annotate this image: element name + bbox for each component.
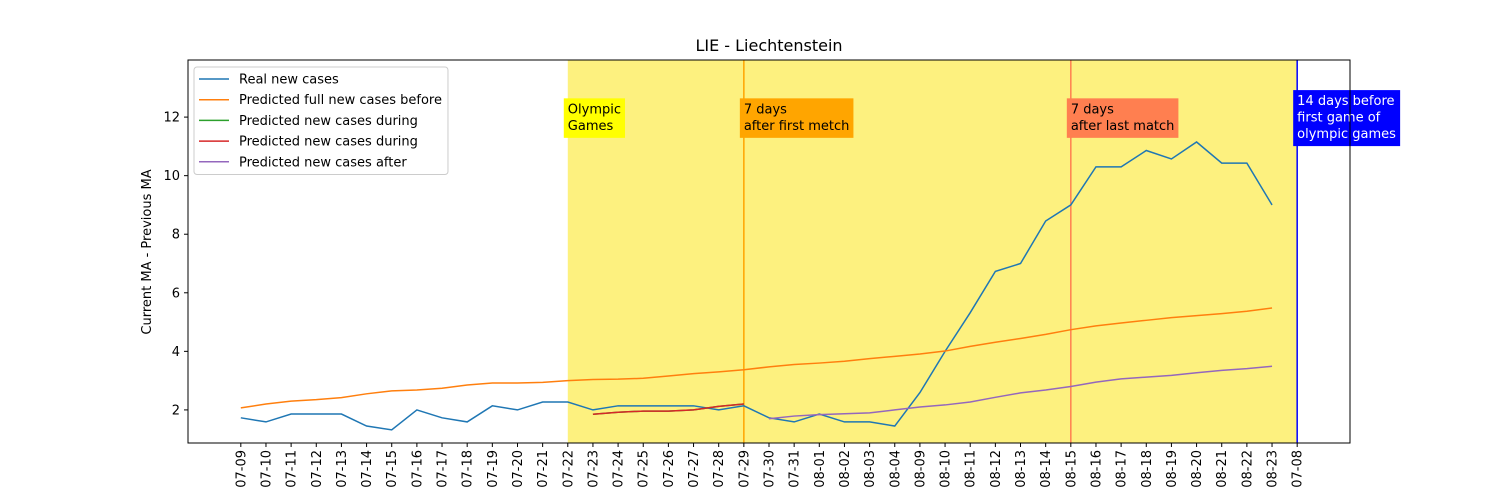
annotation-line: Games	[568, 119, 614, 134]
x-tick-label: 08-14	[1039, 450, 1054, 488]
x-tick-label: 07-29	[737, 450, 752, 488]
annotation-line: 14 days before	[1297, 94, 1394, 109]
axes-frame	[187, 59, 1351, 444]
y-tick-label: 2	[172, 403, 180, 418]
series-line	[592, 403, 744, 416]
x-tick-label: 07-26	[662, 450, 677, 488]
x-tick-label: 07-10	[259, 450, 274, 488]
x-tick-label: 07-22	[561, 450, 576, 488]
x-tick-label: 07-11	[285, 450, 300, 488]
x-tick-label: 07-31	[788, 450, 803, 488]
x-tick-label: 08-12	[989, 450, 1004, 488]
annotation: Olympic Games	[563, 98, 626, 138]
series-line	[768, 365, 1273, 420]
x-tick-label: 07-09	[234, 450, 249, 488]
annotation: 7 days after first metch	[739, 98, 854, 138]
annotation-text: 7 days after first metch	[744, 102, 850, 134]
y-axis-label: Current MA - Previous MA	[140, 169, 155, 334]
x-tick-label: 07-30	[763, 450, 778, 488]
annotation-line: first game of	[1297, 111, 1381, 126]
x-tick-label: 07-24	[612, 450, 627, 488]
x-tick-label: 08-18	[1140, 450, 1155, 488]
series-line	[240, 141, 1273, 431]
y-tick-label: 10	[163, 169, 180, 184]
x-tick-label: 07-18	[461, 450, 476, 488]
annotation-line: after last match	[1071, 119, 1175, 134]
y-tick-label: 4	[172, 345, 180, 360]
annotation-text: 14 days before first game of olympic games	[1297, 94, 1396, 142]
annotation-text: 7 days after last match	[1071, 102, 1175, 134]
annotation-line: 7 days	[1071, 102, 1114, 117]
annotation-line: 7 days	[744, 102, 787, 117]
chart-title: LIE - Liechtenstein	[695, 36, 842, 55]
x-tick-label: 07-25	[637, 450, 652, 488]
x-tick-label: 08-19	[1165, 450, 1180, 488]
x-tick-label: 07-19	[486, 450, 501, 488]
x-tick-label: 08-22	[1240, 450, 1255, 488]
x-tick-label: 07-14	[360, 450, 375, 488]
legend: Real new cases Predicted full new cases b…	[193, 66, 449, 175]
x-tick-label: 07-15	[385, 450, 400, 488]
x-tick-label: 08-01	[813, 450, 828, 488]
x-tick-label: 08-16	[1089, 450, 1104, 488]
x-tick-label: 07-27	[687, 450, 702, 488]
x-tick-label: 07-12	[310, 450, 325, 488]
series-line	[240, 307, 1273, 409]
legend-label: Real new cases	[239, 73, 339, 88]
x-tick-label: 08-17	[1115, 450, 1130, 488]
annotation-box	[739, 98, 854, 138]
x-tick-label: 08-04	[888, 450, 903, 488]
annotation-box	[1293, 90, 1401, 147]
y-tick-label: 6	[172, 286, 180, 301]
annotation: 7 days after last match	[1066, 98, 1179, 138]
x-tick-label: 08-11	[964, 450, 979, 488]
x-tick-label: 08-03	[863, 450, 878, 488]
annotation-line: after first metch	[744, 119, 850, 134]
x-tick-label: 07-08	[1291, 450, 1306, 488]
x-tick-label: 08-20	[1190, 450, 1205, 488]
x-tick-label: 07-13	[335, 450, 350, 488]
x-tick-label: 07-16	[410, 450, 425, 488]
legend-box	[193, 66, 449, 175]
x-tick-label: 07-17	[436, 450, 451, 488]
x-tick-label: 08-02	[838, 450, 853, 488]
annotation: 14 days before first game of olympic games	[1293, 90, 1401, 147]
x-tick-label: 07-20	[511, 450, 526, 488]
x-tick-label: 08-10	[939, 450, 954, 488]
legend-label: Predicted full new cases before	[239, 93, 442, 108]
x-tick-label: 07-21	[536, 450, 551, 488]
x-tick-label: 08-15	[1064, 450, 1079, 488]
annotation-line: Olympic	[568, 102, 621, 117]
olympic-span	[567, 60, 1298, 443]
legend-label: Predicted new cases after	[239, 155, 407, 170]
annotation-box	[563, 98, 626, 138]
annotation-text: Olympic Games	[568, 102, 621, 134]
x-tick-label: 08-13	[1014, 450, 1029, 488]
y-tick-label: 8	[172, 228, 180, 243]
annotation-line: olympic games	[1297, 127, 1396, 142]
x-tick-label: 08-09	[913, 450, 928, 488]
annotation-box	[1066, 98, 1179, 138]
legend-label: Predicted new cases during	[239, 135, 418, 150]
x-tick-label: 08-23	[1266, 450, 1281, 488]
x-tick-label: 07-23	[586, 450, 601, 488]
legend-label: Predicted new cases during	[239, 114, 418, 129]
y-tick-label: 12	[163, 111, 180, 126]
x-tick-label: 08-21	[1215, 450, 1230, 488]
x-tick-label: 07-28	[712, 450, 727, 488]
